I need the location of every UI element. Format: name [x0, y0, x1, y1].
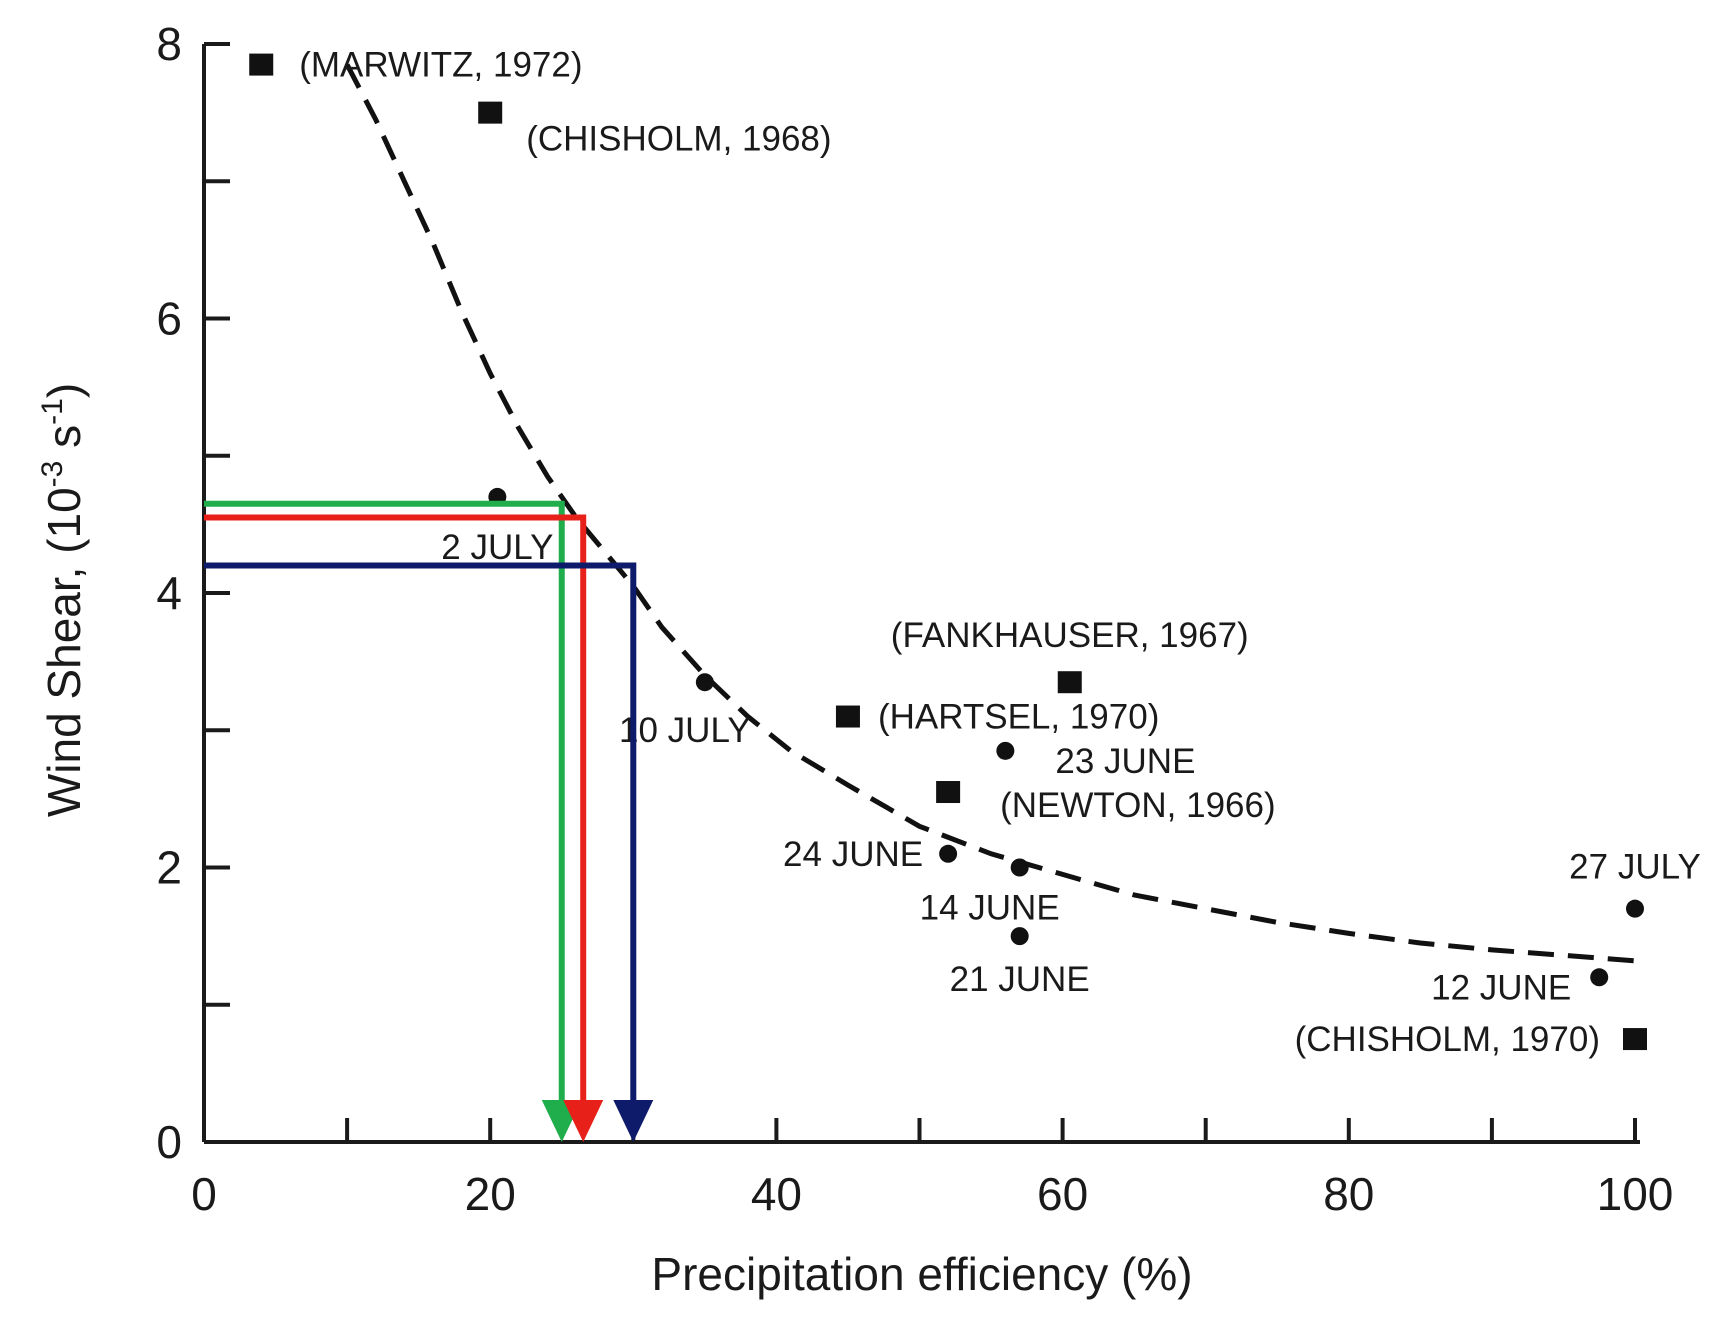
y-axis-title-main: Wind Shear, (10 — [38, 487, 90, 817]
data-point-square — [1623, 1028, 1647, 1051]
y-axis-title-exponent-2: -1 — [36, 398, 69, 425]
data-point-square — [1057, 671, 1082, 694]
data-point-square — [478, 101, 503, 124]
data-point-label: 14 JUNE — [920, 889, 1060, 928]
x-tick-label: 60 — [1037, 1168, 1088, 1220]
data-point-circle — [996, 741, 1015, 760]
x-tick-label: 80 — [1323, 1168, 1374, 1220]
y-axis-title-exponent-1: -3 — [36, 461, 69, 488]
x-tick-label: 100 — [1597, 1168, 1674, 1220]
point-labels-layer: (MARWITZ, 1972) (CHISHOLM, 1968) (FANKHAUS… — [299, 46, 1701, 1059]
fit-curve-layer — [344, 63, 1636, 964]
data-points-layer — [249, 53, 1647, 1051]
y-tick-label: 6 — [156, 293, 182, 345]
overlay-arrow-head — [563, 1100, 604, 1142]
data-point-label: 10 JULY — [619, 711, 751, 750]
data-point-circle — [1590, 968, 1609, 987]
data-point-label: 24 JUNE — [783, 835, 923, 874]
data-point-label: (MARWITZ, 1972) — [299, 46, 582, 85]
data-point-label: 27 JULY — [1569, 848, 1701, 887]
overlay-arrow-line — [204, 562, 637, 1100]
data-point-circle — [939, 844, 958, 863]
overlay-arrow-line — [204, 500, 565, 1100]
x-tick-label: 0 — [191, 1168, 217, 1220]
x-tick-label: 20 — [465, 1168, 516, 1220]
overlay-arrows-layer — [204, 500, 654, 1142]
y-tick-label: 4 — [156, 567, 182, 619]
data-point-circle — [1010, 858, 1029, 877]
data-point-label: 2 JULY — [441, 528, 553, 567]
y-tick-label: 2 — [156, 842, 182, 894]
data-point-square — [249, 53, 274, 76]
tick-labels-layer: 0 20 40 60 80 100 0 2 4 6 8 — [156, 18, 1673, 1220]
data-point-label: (CHISHOLM, 1968) — [526, 120, 831, 159]
data-point-label: 23 JUNE — [1055, 742, 1195, 781]
data-point-label: (HARTSEL, 1970) — [878, 698, 1159, 737]
x-tick-label: 40 — [751, 1168, 802, 1220]
data-point-square — [936, 781, 961, 804]
y-axis-title-close: ) — [38, 383, 90, 398]
y-axis-title: Wind Shear, (10-3 s-1) — [36, 383, 90, 817]
data-point-circle — [695, 673, 714, 692]
fit-curve-dashed-line — [344, 63, 1636, 964]
overlay-arrow-line — [204, 514, 587, 1100]
data-point-circle — [1010, 927, 1029, 946]
data-point-circle — [1626, 899, 1644, 918]
y-axis-title-unit: s — [38, 425, 90, 461]
data-point-square — [835, 705, 860, 728]
y-tick-label: 0 — [156, 1116, 182, 1168]
data-point-label: (FANKHAUSER, 1967) — [891, 616, 1249, 655]
y-tick-label: 8 — [156, 18, 182, 70]
data-point-label: 21 JUNE — [950, 960, 1090, 999]
x-axis-title: Precipitation efficiency (%) — [651, 1248, 1192, 1300]
data-point-label: 12 JUNE — [1431, 968, 1571, 1007]
data-point-label: (NEWTON, 1966) — [1000, 786, 1276, 825]
data-point-label: (CHISHOLM, 1970) — [1295, 1020, 1600, 1059]
overlay-arrow-head — [613, 1100, 654, 1142]
